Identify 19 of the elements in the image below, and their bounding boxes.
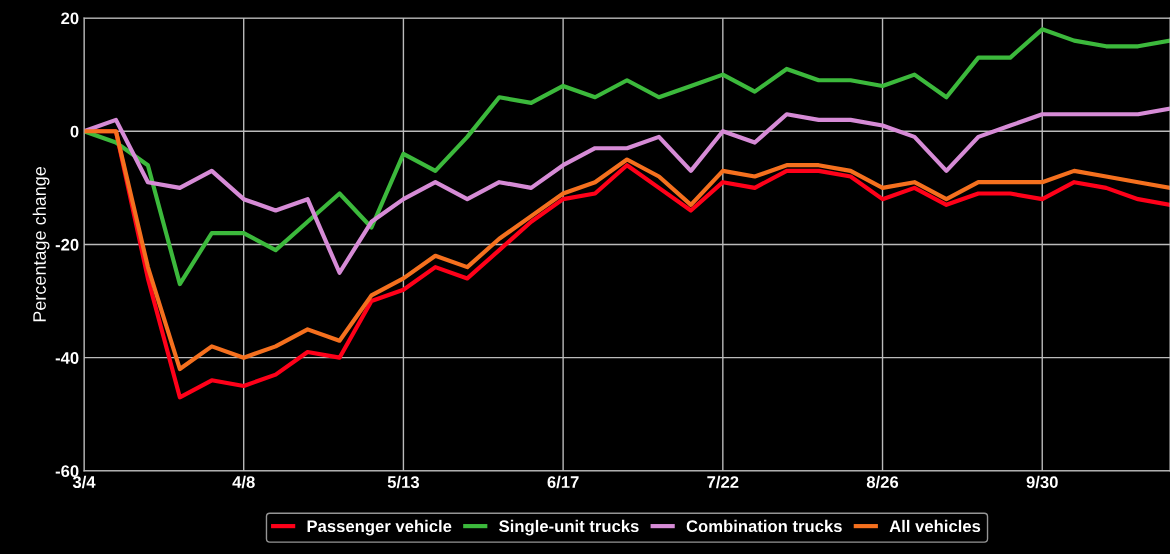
y-tick-label: -60 bbox=[55, 465, 79, 478]
legend-label: Passenger vehicle bbox=[307, 519, 452, 536]
x-tick-label: 9/30 bbox=[1026, 475, 1058, 489]
y-tick-label: 20 bbox=[61, 12, 79, 25]
x-tick-label: 8/26 bbox=[866, 475, 899, 489]
line-series bbox=[84, 27, 1170, 287]
legend-label: All vehicles bbox=[889, 519, 981, 533]
y-tick-label: -40 bbox=[55, 352, 79, 364]
x-tick-label: 5/13 bbox=[387, 475, 420, 489]
x-tick-label: 6/17 bbox=[547, 475, 579, 489]
x-tick-label: 3/4 bbox=[72, 475, 96, 489]
y-axis-title: Percentage change bbox=[32, 166, 50, 322]
legend-label: Combination trucks bbox=[686, 519, 842, 533]
x-tick-label: 7/22 bbox=[707, 475, 739, 489]
line-series bbox=[84, 106, 1170, 275]
y-tick-label: 0 bbox=[70, 125, 79, 138]
legend-label: Single-unit trucks bbox=[499, 519, 639, 536]
x-tick-label: 4/8 bbox=[232, 475, 255, 489]
y-tick-label: -20 bbox=[55, 238, 79, 251]
